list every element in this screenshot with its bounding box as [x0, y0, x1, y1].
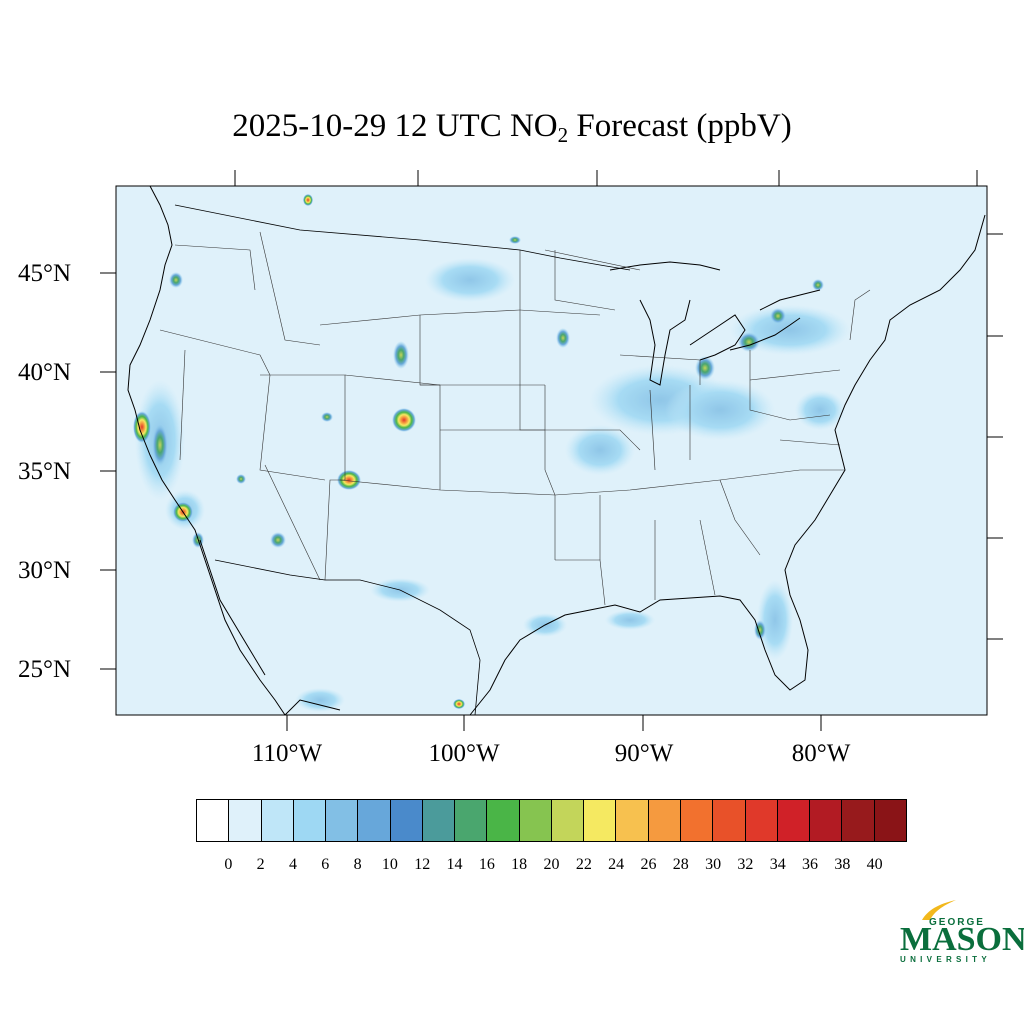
colorbar-cell — [713, 800, 746, 841]
lon-label-100w: 100°W — [428, 740, 500, 767]
colorbar-cell — [519, 800, 552, 841]
map-title: 2025-10-29 12 UTC NO2 Forecast (ppbV) — [0, 108, 1024, 148]
colorbar-cell — [487, 800, 520, 841]
colorbar-tick-label: 26 — [640, 856, 657, 873]
state-borders — [159, 231, 871, 606]
colorbar-tick-label: 2 — [256, 856, 265, 873]
colorbar-tick-label: 28 — [672, 856, 689, 873]
left-ticks — [100, 272, 116, 670]
lon-label-80w: 80°W — [791, 740, 851, 767]
title-suffix: Forecast (ppbV) — [568, 108, 792, 144]
top-ticks — [234, 170, 978, 186]
map-frame — [115, 185, 988, 716]
colorbar-tick-label: 4 — [288, 856, 297, 873]
colorbar-cell — [648, 800, 681, 841]
colorbar-cell — [229, 800, 262, 841]
country-border — [174, 204, 631, 271]
lat-label-30n: 30°N — [18, 557, 72, 584]
gmu-logo: GEORGE MASON UNIVERSITY — [896, 898, 1024, 968]
coastlines — [127, 185, 986, 716]
colorbar-cell — [358, 800, 391, 841]
lon-label-110w: 110°W — [251, 740, 323, 767]
colorbar-tick-label: 34 — [769, 856, 786, 873]
colorbar-cell — [422, 800, 456, 841]
colorbar-cell — [777, 800, 811, 841]
lat-label-25n: 25°N — [18, 656, 72, 683]
colorbar-cell — [455, 800, 488, 841]
colorbar-cell — [874, 800, 906, 841]
colorbar-cell — [326, 800, 359, 841]
colorbar-cell — [197, 800, 230, 841]
colorbar-tick-label: 16 — [478, 856, 495, 873]
colorbar-tick-label: 22 — [575, 856, 592, 873]
title-subscript: 2 — [557, 123, 569, 147]
colorbar-tick-label: 24 — [608, 856, 625, 873]
lat-label-35n: 35°N — [18, 458, 72, 485]
bottom-ticks — [286, 715, 822, 731]
right-ticks — [987, 233, 1003, 640]
colorbar-tick-label: 8 — [353, 856, 362, 873]
logo-university: UNIVERSITY — [900, 955, 992, 964]
colorbar-tick-label: 38 — [834, 856, 851, 873]
lat-label-45n: 45°N — [18, 260, 72, 287]
lat-label-40n: 40°N — [18, 359, 72, 386]
hotspot-toronto — [770, 308, 786, 324]
colorbar-tick-label: 40 — [866, 856, 883, 873]
logo-mason: MASON — [900, 921, 1024, 958]
colorbar — [196, 799, 907, 842]
no2-forecast-map — [100, 170, 1003, 731]
colorbar-cell — [584, 800, 617, 841]
colorbar-cell — [293, 800, 327, 841]
colorbar-cell — [390, 800, 423, 841]
hotspot-abq — [337, 470, 361, 490]
colorbar-tick-label: 32 — [737, 856, 754, 873]
logo-swoosh-icon — [922, 900, 956, 920]
hotspot-sf — [133, 411, 151, 443]
colorbar-cell — [680, 800, 714, 841]
colorbar-cell — [745, 800, 778, 841]
colorbar-cell — [616, 800, 649, 841]
colorbar-tick-label: 20 — [543, 856, 560, 873]
colorbar-tick-label: 0 — [224, 856, 233, 873]
logo-george: GEORGE — [929, 917, 985, 928]
colorbar-tick-label: 12 — [414, 856, 431, 873]
hotspot-denver — [392, 408, 416, 432]
colorbar-tick-label: 36 — [802, 856, 819, 873]
colorbar-cell — [551, 800, 585, 841]
colorbar-tick-label: 18 — [511, 856, 528, 873]
colorbar-tick-label: 30 — [705, 856, 722, 873]
lon-label-90w: 90°W — [614, 740, 674, 767]
colorbar-cell — [810, 800, 843, 841]
colorbar-tick-label: 6 — [321, 856, 330, 873]
hotspot-seattle — [169, 272, 183, 288]
colorbar-tick-label: 14 — [446, 856, 463, 873]
colorbar-cell — [842, 800, 875, 841]
title-prefix: 2025-10-29 12 UTC NO — [232, 108, 558, 144]
colorbar-cell — [261, 800, 294, 841]
colorbar-tick-label: 10 — [381, 856, 398, 873]
